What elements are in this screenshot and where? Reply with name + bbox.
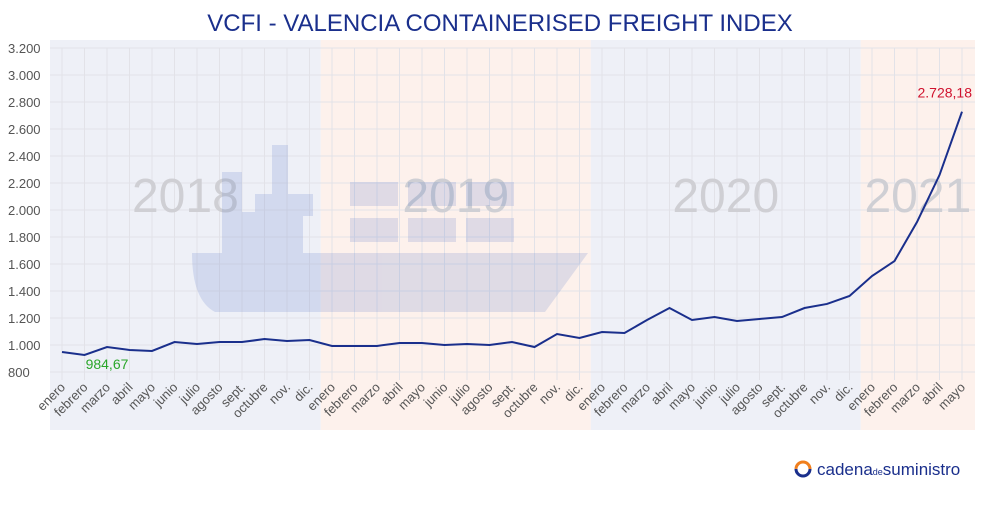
logo: cadenadesuministro [794,460,960,479]
year-labels: 2018 2019 2020 2021 [132,170,971,223]
logo-name: cadena [817,460,873,479]
value-label: 984,67 [86,356,129,372]
y-tick-label: 2.400 [8,149,41,164]
y-tick-label: 3.200 [8,41,41,56]
y-tick-label: 2.200 [8,176,41,191]
plot: 984,67 2.728,18 [61,85,973,372]
y-tick-label: 1.800 [8,230,41,245]
ship-icon [192,145,588,312]
y-tick-label: 1.000 [8,338,41,353]
y-tick-label: 2.000 [8,203,41,218]
year-bands [50,40,975,430]
logo-connector: de [873,467,883,477]
y-tick-label: 800 [8,365,30,380]
year-band [50,40,321,430]
y-tick-label: 1.400 [8,284,41,299]
y-tick-label: 2.800 [8,95,41,110]
year-band [320,40,591,430]
y-tick-label: 1.200 [8,311,41,326]
year-band [590,40,861,430]
chart-title: VCFI - VALENCIA CONTAINERISED FREIGHT IN… [207,10,792,37]
line [61,111,963,357]
year-label: 2019 [402,170,509,223]
year-band [860,40,975,430]
year-label: 2021 [864,170,971,223]
year-label: 2020 [672,170,779,223]
y-tick-label: 2.600 [8,122,41,137]
y-tick-label: 3.000 [8,68,41,83]
logo-icon-accent [794,460,812,478]
year-label: 2018 [132,170,239,223]
logo-text: cadenadesuministro [817,460,960,479]
value-label: 2.728,18 [918,85,973,101]
logo-suffix: suministro [883,460,960,479]
y-tick-label: 1.600 [8,257,41,272]
